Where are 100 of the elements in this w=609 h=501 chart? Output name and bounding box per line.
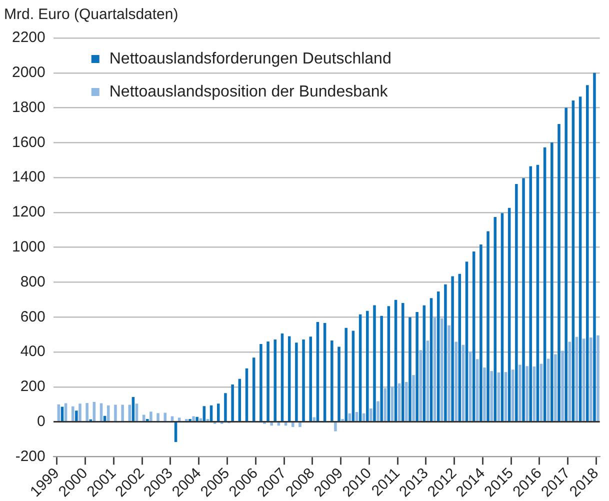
bar [384,388,387,422]
bar [78,404,82,422]
bar [224,393,227,422]
bar [75,410,78,422]
bar [480,244,482,422]
y-tick-label: 1600 [12,134,46,151]
y-tick-label: 200 [20,378,46,396]
bar [316,322,320,422]
bar [546,358,550,422]
bar [86,402,88,422]
bar [444,284,447,422]
bar [150,412,152,422]
bar [590,338,592,422]
bar [156,413,160,422]
bar [515,184,518,422]
bar [462,344,465,422]
bar [370,408,372,422]
y-tick-label: 800 [20,273,46,290]
y-tick-label: 1400 [12,168,46,186]
y-tick-label: 2000 [12,64,46,82]
bar [504,372,508,422]
bar [405,382,408,422]
bar [121,404,124,422]
y-tick-label: 1000 [12,238,46,256]
bar [266,342,270,422]
bar [170,416,174,422]
y-axis-title: Mrd. Euro (Quartalsdaten) [4,6,178,24]
bar [472,252,476,422]
bar [196,416,198,422]
bar [334,422,337,432]
bar [448,325,450,422]
bar [564,108,568,422]
bar [341,418,344,422]
bar [558,124,560,422]
bar [465,262,468,422]
bar [192,416,195,422]
bar [422,305,426,422]
bar [174,422,178,442]
bar [568,342,572,422]
bar [199,418,202,422]
bar [376,401,380,422]
y-tick-label: 2200 [12,29,46,46]
bar [338,346,340,422]
bar [355,412,358,422]
y-tick-label: 0 [37,412,46,430]
bar [398,383,401,422]
bar [529,166,532,422]
bar [554,354,557,422]
bar [500,213,504,422]
bar [586,85,589,422]
bar [593,72,596,422]
bar [468,351,472,422]
bar [309,336,312,422]
bar [419,350,422,422]
legend-label: Nettoauslandsforderungen Deutschland [109,50,392,68]
bar [412,375,415,422]
y-tick-label: -200 [15,448,46,465]
bar [522,178,525,422]
bar [476,359,479,422]
bar [436,291,440,422]
bar [202,406,206,422]
bar [596,335,600,422]
bar [401,302,404,422]
bar [274,339,277,422]
bar [390,386,394,422]
bar [511,370,514,422]
bar [344,328,348,422]
bar [188,418,192,422]
bar [288,336,291,422]
bar [440,318,444,422]
bar [408,317,412,422]
bar [106,405,110,422]
bar [582,338,586,422]
bar [550,142,554,422]
bar [280,334,284,422]
legend-label: Nettoauslandsposition der Bundesbank [109,83,389,100]
bar [532,366,536,422]
bar [494,216,497,422]
bar [458,274,462,422]
bar [72,406,74,422]
bar [302,339,305,422]
bar [164,412,167,422]
bar [526,366,528,422]
y-tick-label: 600 [20,308,46,326]
bar [486,231,490,422]
bar [578,96,582,422]
y-tick-label: 400 [20,343,46,360]
bar [358,314,362,422]
bar [380,316,383,422]
bar [185,418,188,422]
bar [128,404,132,422]
bar [92,402,96,422]
bar [330,340,334,422]
bar [114,404,117,422]
y-tick-label: 1800 [12,98,46,116]
bar [352,330,355,422]
y-tick-label: 1200 [12,204,46,221]
bar [291,422,294,428]
bar [483,368,486,422]
bar [394,300,398,422]
